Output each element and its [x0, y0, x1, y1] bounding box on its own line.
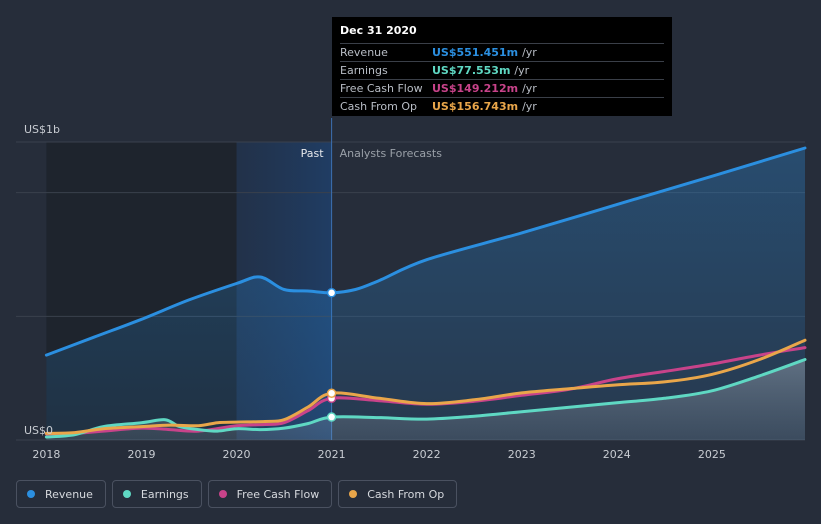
cash-from-op-line: [44, 338, 807, 435]
tooltip-value: US$551.451m: [432, 46, 519, 59]
tooltip-value: US$149.212m: [432, 82, 519, 95]
tooltip-unit: /yr: [522, 46, 537, 59]
x-tick-label: 2022: [413, 448, 441, 461]
revenue-dot-icon: [27, 490, 35, 498]
cash-from-op-marker: [326, 388, 337, 398]
y-tick-label: US$0: [24, 424, 53, 437]
tooltip-date: Dec 31 2020: [340, 24, 417, 37]
x-tick-label: 2021: [318, 448, 346, 461]
forecast-label: Analysts Forecasts: [340, 147, 443, 160]
legend-item-revenue[interactable]: Revenue: [16, 480, 106, 508]
legend-label: Revenue: [45, 487, 93, 501]
legend-label: Cash From Op: [367, 487, 445, 501]
tooltip-unit: /yr: [522, 82, 537, 95]
x-tick-label: 2018: [32, 448, 60, 461]
tooltip-row-earnings: Earnings US$77.553m /yr: [340, 61, 664, 79]
x-tick-label: 2025: [698, 448, 726, 461]
revenue-marker: [326, 288, 337, 298]
legend-label: Free Cash Flow: [236, 487, 320, 501]
tooltip-label: Revenue: [340, 46, 388, 59]
tooltip-label: Earnings: [340, 64, 388, 77]
tooltip-label: Cash From Op: [340, 100, 418, 113]
tooltip: Dec 31 2020 Revenue US$551.451m /yr Earn…: [332, 17, 672, 116]
tooltip-unit: /yr: [514, 64, 530, 77]
earnings-area: [46, 359, 805, 440]
past-label: Past: [301, 147, 325, 160]
free-cash-flow-dot-icon: [218, 490, 227, 498]
cash-from-op-dot-icon: [349, 490, 358, 498]
earnings-line: [44, 358, 807, 439]
y-tick-label: US$1b: [24, 123, 60, 136]
legend: Revenue Earnings Free Cash Flow Cash Fro…: [16, 480, 458, 508]
legend-label: Earnings: [140, 487, 189, 501]
tooltip-row-revenue: Revenue US$551.451m /yr: [340, 43, 664, 61]
x-tick-label: 2024: [603, 448, 631, 461]
x-tick-label: 2023: [508, 448, 536, 461]
revenue-area: [46, 148, 805, 440]
legend-item-free-cash-flow[interactable]: Free Cash Flow: [207, 480, 333, 508]
x-tick-label: 2019: [127, 448, 155, 461]
legend-item-earnings[interactable]: Earnings: [111, 480, 202, 508]
tooltip-row-free-cash-flow: Free Cash Flow US$149.212m /yr: [340, 79, 664, 97]
earnings-marker: [326, 412, 337, 422]
tooltip-label: Free Cash Flow: [340, 82, 423, 95]
tooltip-unit: /yr: [522, 100, 537, 113]
earnings-dot-icon: [122, 490, 131, 498]
tooltip-value: US$156.743m: [432, 100, 519, 113]
x-tick-label: 2020: [223, 448, 251, 461]
legend-item-cash-from-op[interactable]: Cash From Op: [338, 480, 458, 508]
tooltip-row-cash-from-op: Cash From Op US$156.743m /yr: [340, 97, 664, 115]
tooltip-value: US$77.553m: [432, 64, 511, 77]
